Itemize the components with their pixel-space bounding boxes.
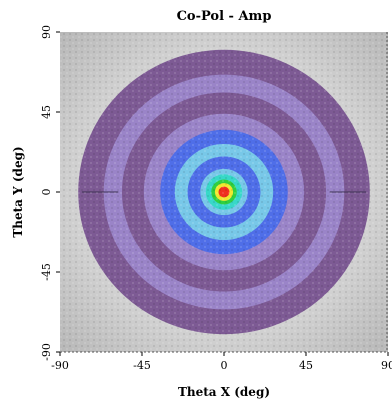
x-tick-label-3: 45 <box>299 359 313 372</box>
chart-title: Co-Pol - Amp <box>177 9 272 24</box>
y-tick-label-4: -90 <box>40 343 53 361</box>
y-axis-label: Theta Y (deg) <box>11 146 25 237</box>
plot-area <box>60 32 388 353</box>
y-tick-label-1: 45 <box>40 105 53 119</box>
y-tick-label-2: 0 <box>40 189 53 196</box>
x-axis-label: Theta X (deg) <box>178 385 270 399</box>
x-tick-label-1: -45 <box>133 359 151 372</box>
x-tick-label-2: 0 <box>221 359 228 372</box>
y-axis: 90 45 0 -45 -90 <box>40 25 60 361</box>
x-tick-label-0: -90 <box>51 359 69 372</box>
y-tick-label-3: -45 <box>40 263 53 281</box>
y-tick-label-0: 90 <box>40 25 53 39</box>
noise-overlay <box>60 32 388 352</box>
x-tick-label-4: 90 <box>381 359 392 372</box>
x-axis: -90 -45 0 45 90 <box>51 352 392 372</box>
